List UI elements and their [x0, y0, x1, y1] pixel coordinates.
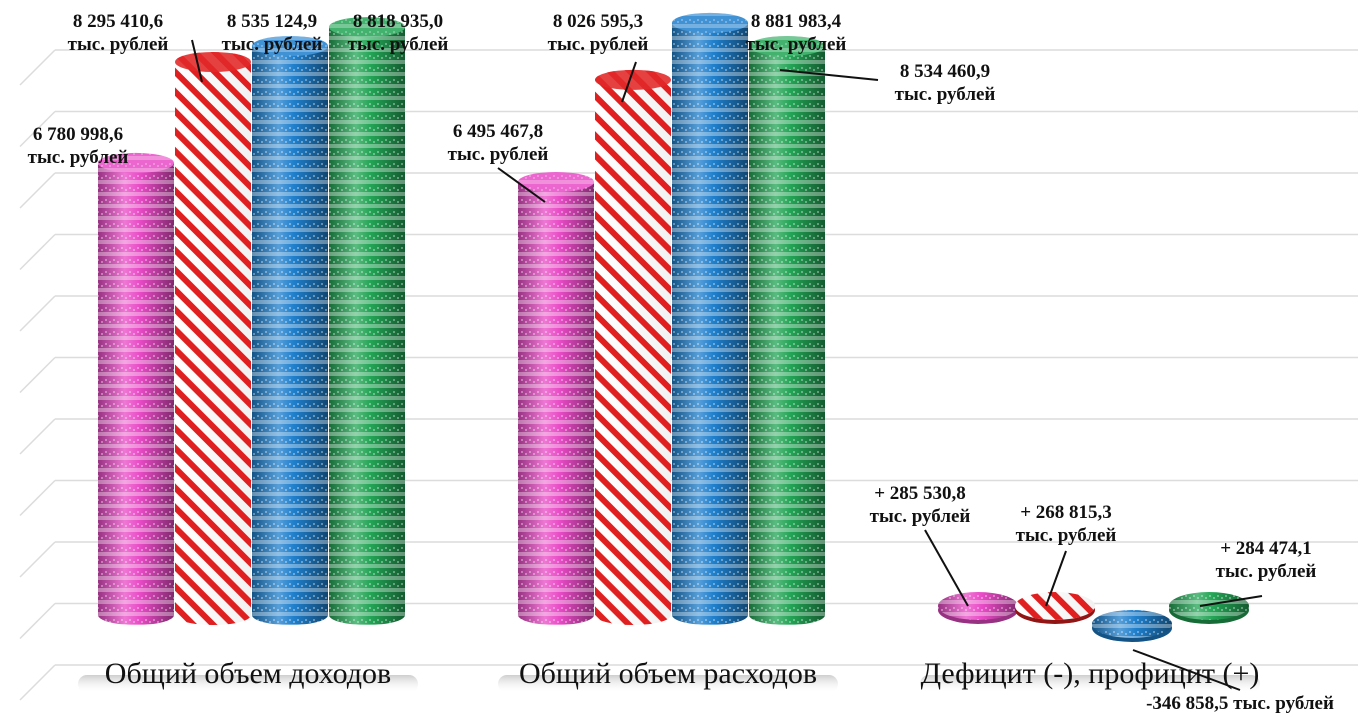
gridline-depth	[19, 295, 56, 332]
bar	[98, 152, 174, 626]
data-label: тыс. рублей	[1016, 525, 1117, 546]
gridline-depth	[19, 479, 56, 517]
data-label: тыс. рублей	[548, 34, 649, 55]
bar	[329, 17, 405, 626]
bar	[938, 592, 1018, 624]
data-label: 8 026 595,3	[553, 11, 643, 32]
data-label: тыс. рублей	[1216, 561, 1317, 582]
category-label: Общий объем расходов	[519, 657, 817, 690]
bar	[672, 12, 748, 625]
label-leader-line	[497, 167, 546, 203]
label-leader-line	[924, 529, 969, 607]
label-leader-lines	[191, 39, 1263, 691]
data-label: + 285 530,8	[874, 483, 966, 504]
data-label: 8 535 124,9	[227, 11, 317, 32]
label-leader-line	[191, 39, 203, 83]
bar	[175, 51, 251, 625]
category-floor-shadow	[498, 675, 838, 693]
label-leader-line	[1199, 595, 1263, 607]
gridline-depth	[19, 233, 56, 271]
data-label: тыс. рублей	[28, 147, 129, 168]
gridline-depth	[19, 602, 56, 640]
gridline-depth	[19, 418, 56, 455]
data-label: 8 818 935,0	[353, 11, 443, 32]
gridline-depth	[19, 664, 56, 701]
gridline-depth	[19, 110, 56, 148]
category-label: Общий объем доходов	[105, 657, 391, 690]
bars	[98, 12, 1249, 642]
data-label: 6 495 467,8	[453, 121, 543, 142]
bar	[1015, 592, 1095, 624]
data-label: тыс. рублей	[870, 506, 971, 527]
data-label: + 268 815,3	[1020, 502, 1112, 523]
bar	[518, 171, 594, 625]
bar	[1092, 610, 1172, 642]
category-floor-shadow	[920, 675, 1260, 693]
data-label: 8 881 983,4	[751, 11, 842, 32]
data-label: тыс. рублей	[348, 34, 449, 55]
data-label: 6 780 998,6	[33, 124, 123, 145]
data-label: тыс. рублей	[222, 34, 323, 55]
data-label: 8 534 460,9	[900, 61, 990, 82]
gridline-depth	[19, 541, 56, 578]
label-leader-line	[621, 61, 637, 103]
category-labels: Общий объем доходов Общий объем расходов Д…	[105, 657, 1260, 690]
data-label: тыс. рублей	[448, 144, 549, 165]
data-label: -346 858,5 тыс. рублей	[1146, 693, 1334, 714]
data-label: 8 295 410,6	[73, 11, 163, 32]
label-leader-line	[779, 69, 879, 81]
bar	[749, 36, 825, 625]
gridline-depth	[19, 172, 56, 209]
data-label: тыс. рублей	[895, 84, 996, 105]
category-label: Дефицит (-), профицит (+)	[921, 657, 1260, 690]
label-leader-line	[1132, 649, 1241, 691]
gridline-depth	[19, 49, 56, 86]
bar	[252, 35, 328, 625]
gridline-depth	[19, 356, 56, 394]
data-label: тыс. рублей	[746, 34, 847, 55]
category-floor	[78, 675, 1260, 693]
bar	[595, 69, 671, 625]
data-label: + 284 474,1	[1220, 538, 1312, 559]
category-floor-shadow	[78, 675, 418, 693]
data-label: тыс. рублей	[68, 34, 169, 55]
bar	[1169, 592, 1249, 624]
label-leader-line	[1045, 550, 1067, 607]
